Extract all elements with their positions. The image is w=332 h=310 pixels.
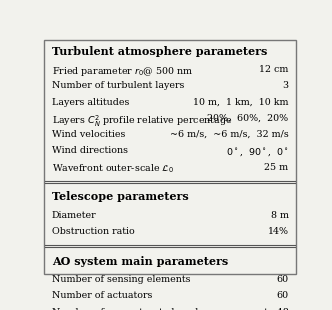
- Text: Wind directions: Wind directions: [52, 146, 128, 155]
- Text: Wind velocities: Wind velocities: [52, 130, 125, 139]
- Text: Telescope parameters: Telescope parameters: [52, 191, 189, 202]
- Text: 12 cm: 12 cm: [259, 65, 289, 74]
- Text: 3: 3: [283, 81, 289, 90]
- Text: Number of sensing elements: Number of sensing elements: [52, 275, 190, 284]
- Text: 8 m: 8 m: [271, 211, 289, 220]
- Text: Turbulent atmosphere parameters: Turbulent atmosphere parameters: [52, 46, 267, 56]
- FancyBboxPatch shape: [44, 40, 296, 273]
- Text: 20%,  60%,  20%: 20%, 60%, 20%: [208, 114, 289, 123]
- Text: 60: 60: [276, 275, 289, 284]
- Text: ~6 m/s,  ~6 m/s,  32 m/s: ~6 m/s, ~6 m/s, 32 m/s: [170, 130, 289, 139]
- Text: up to 48: up to 48: [249, 308, 289, 310]
- Text: Number of turbulent layers: Number of turbulent layers: [52, 81, 184, 90]
- Text: Obstruction ratio: Obstruction ratio: [52, 227, 134, 236]
- Text: Number of reconstructed modes: Number of reconstructed modes: [52, 308, 209, 310]
- Text: Number of actuators: Number of actuators: [52, 291, 152, 300]
- Text: Layers $C_N^2$ profile relative percentage: Layers $C_N^2$ profile relative percenta…: [52, 114, 232, 129]
- Text: Diameter: Diameter: [52, 211, 96, 220]
- Text: AO system main parameters: AO system main parameters: [52, 256, 228, 267]
- Text: Layers altitudes: Layers altitudes: [52, 98, 129, 107]
- Text: $0^\circ$,  $90^\circ$,  $0^\circ$: $0^\circ$, $90^\circ$, $0^\circ$: [225, 146, 289, 158]
- Text: 60: 60: [276, 291, 289, 300]
- Text: Fried parameter $r_0$@ 500 nm: Fried parameter $r_0$@ 500 nm: [52, 65, 193, 78]
- Text: 25 m: 25 m: [264, 162, 289, 171]
- Text: 14%: 14%: [268, 227, 289, 236]
- Text: 10 m,  1 km,  10 km: 10 m, 1 km, 10 km: [193, 98, 289, 107]
- Text: Wavefront outer-scale $\mathcal{L}_0$: Wavefront outer-scale $\mathcal{L}_0$: [52, 162, 174, 175]
